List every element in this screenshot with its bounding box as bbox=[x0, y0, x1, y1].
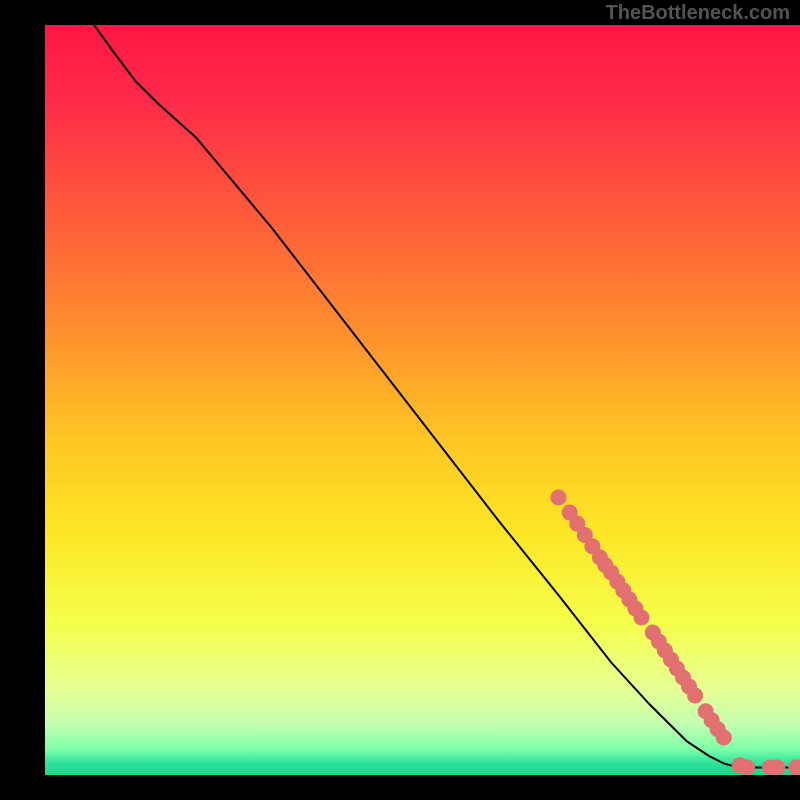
marker-point bbox=[769, 760, 785, 776]
chart-svg bbox=[45, 25, 800, 775]
marker-point bbox=[550, 490, 566, 506]
marker-point bbox=[633, 610, 649, 626]
watermark-text: TheBottleneck.com bbox=[606, 2, 790, 25]
marker-point bbox=[739, 760, 755, 776]
marker-point bbox=[687, 688, 703, 704]
chart-background bbox=[45, 25, 800, 775]
marker-point bbox=[716, 730, 732, 746]
chart-area bbox=[45, 25, 800, 775]
